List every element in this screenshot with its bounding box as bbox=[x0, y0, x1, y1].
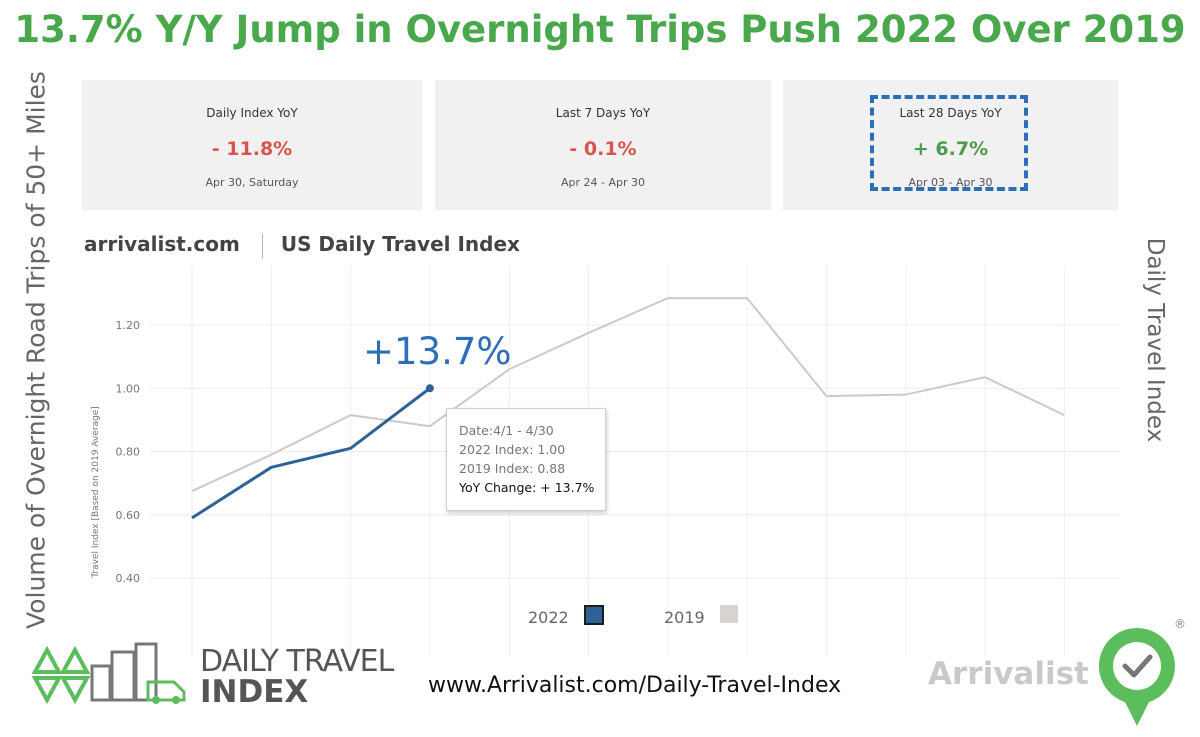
tooltip-2019: 2019 Index: 0.88 bbox=[459, 461, 566, 476]
legend-label-2022[interactable]: 2022 bbox=[528, 608, 569, 627]
horizontal-gridlines bbox=[150, 324, 1120, 579]
card-subtitle: Apr 24 - Apr 30 bbox=[560, 176, 645, 189]
yoy-annotation: +13.7% bbox=[363, 330, 512, 373]
brand-title: US Daily Travel Index bbox=[280, 232, 520, 256]
card-value: - 0.1% bbox=[569, 138, 637, 160]
y-tick-labels: 1.20 1.00 0.80 0.60 0.40 bbox=[116, 319, 141, 585]
footer-url[interactable]: www.Arrivalist.com/Daily-Travel-Index bbox=[428, 673, 842, 698]
highlight-box bbox=[870, 95, 1028, 191]
card-subtitle: Apr 03 - Apr 30 bbox=[908, 176, 993, 189]
y-tick-label: 1.00 bbox=[116, 382, 141, 395]
card-value: + 6.7% bbox=[912, 138, 989, 160]
series-line-2022 bbox=[191, 387, 431, 520]
legend-swatch-2019[interactable] bbox=[720, 605, 738, 623]
y-tick-label: 0.60 bbox=[116, 509, 141, 522]
brand-row: arrivalist.com US Daily Travel Index bbox=[84, 232, 520, 259]
card-title: Daily Index YoY bbox=[206, 106, 298, 120]
tooltip-2022: 2022 Index: 1.00 bbox=[459, 442, 566, 457]
y-tick-label: 0.40 bbox=[116, 572, 141, 585]
tooltip-date: Date:4/1 - 4/30 bbox=[459, 423, 554, 438]
tooltip: Date:4/1 - 4/30 2022 Index: 1.00 2019 In… bbox=[446, 408, 606, 511]
vertical-gridlines bbox=[191, 265, 1065, 657]
series-line-2019 bbox=[191, 297, 1065, 492]
legend-swatch-2022[interactable] bbox=[584, 605, 604, 625]
tooltip-change: YoY Change: + 13.7% bbox=[459, 480, 595, 495]
card-subtitle: Apr 30, Saturday bbox=[205, 176, 299, 189]
card-daily-index: Daily Index YoY - 11.8% Apr 30, Saturday bbox=[82, 80, 422, 210]
y-tick-label: 0.80 bbox=[116, 446, 141, 459]
series-point-2022-last bbox=[425, 384, 434, 393]
registered-mark: ® bbox=[1174, 617, 1186, 631]
arrivalist-check-pin-icon bbox=[1098, 628, 1175, 726]
daily-travel-index-logo-icon bbox=[31, 642, 186, 705]
brand-separator bbox=[261, 232, 263, 259]
card-title: Last 28 Days YoY bbox=[899, 106, 1002, 120]
y-axis-label: Travel Index [Based on 2019 Average] bbox=[91, 406, 101, 579]
brand-site: arrivalist.com bbox=[84, 232, 240, 256]
logo-text-line2: INDEX bbox=[200, 674, 309, 710]
series-lines bbox=[191, 297, 1065, 520]
card-title: Last 7 Days YoY bbox=[555, 106, 651, 120]
card-value: - 11.8% bbox=[211, 138, 293, 160]
card-last-7-days: Last 7 Days YoY - 0.1% Apr 24 - Apr 30 bbox=[435, 80, 771, 210]
y-tick-label: 1.20 bbox=[116, 319, 141, 332]
legend-label-2019[interactable]: 2019 bbox=[664, 608, 705, 627]
card-last-28-days: Last 28 Days YoY + 6.7% Apr 03 - Apr 30 bbox=[783, 80, 1118, 210]
arrivalist-wordmark: Arrivalist bbox=[928, 656, 1089, 692]
headline: 13.7% Y/Y Jump in Overnight Trips Push 2… bbox=[14, 8, 1186, 51]
logo-text-line1: DAILY TRAVEL bbox=[200, 644, 394, 679]
